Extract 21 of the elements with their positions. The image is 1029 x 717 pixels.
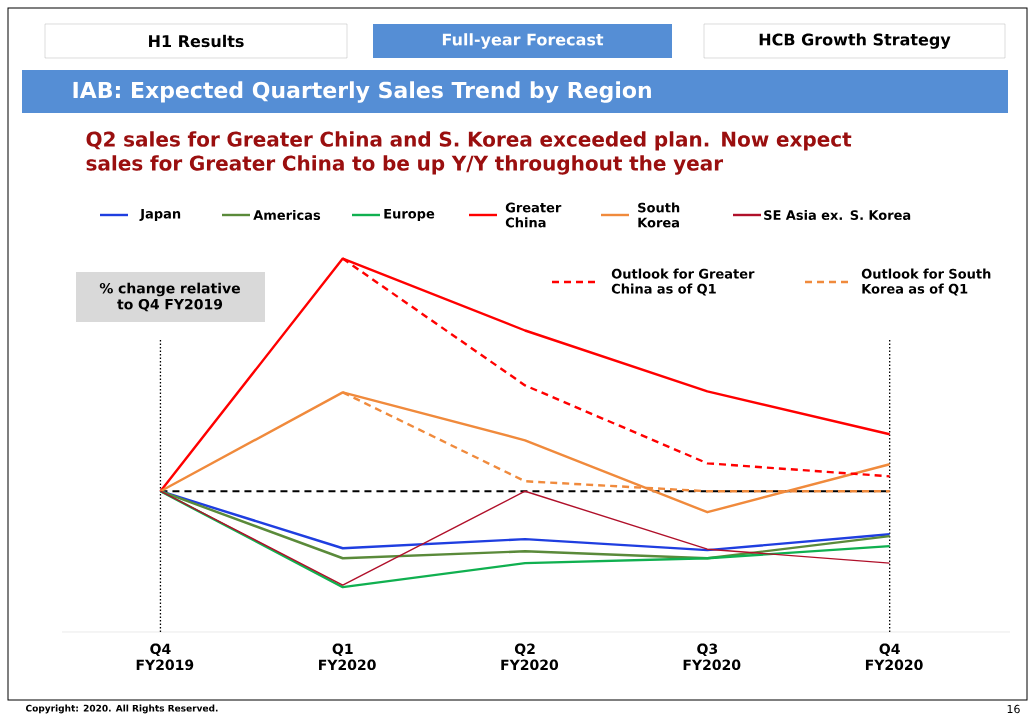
text: Copyright: 2020. All Rights Reserved.: [25, 704, 218, 714]
x-tick-label: Q3 FY2020: [683, 643, 741, 671]
legend-label: SE Asia ex. S. Korea: [764, 210, 911, 221]
x-tick-label: Q1 FY2020: [319, 643, 376, 671]
text: HCB Growth Strategy: [759, 33, 951, 49]
chart-subtitle: Q2 sales for Greater China and S. Korea exceeded plan. Now expect sales for Greater China to be up Y/Y throughout the year: [86, 131, 852, 175]
text: Full-year Forecast: [442, 33, 604, 49]
legend-label: South Korea: [638, 202, 680, 228]
legend-label: Greater China: [505, 202, 562, 228]
legend-label: Europe: [384, 209, 435, 222]
text: H1 Results: [149, 34, 244, 48]
annotation: % change relative to Q4 FY2019: [99, 282, 240, 312]
chart-title: IAB: Expected Quarterly Sales Trend by Region: [73, 81, 651, 103]
text: 16: [1007, 704, 1020, 714]
legend-label: Japan: [139, 209, 181, 222]
x-tick-label: Q4 FY2020: [865, 643, 923, 671]
x-tick-label: Q4 FY2019: [136, 643, 194, 671]
legend-label: Outlook for South Korea as of Q1: [861, 268, 991, 296]
legend-label: Americas: [253, 210, 321, 221]
x-tick-label: Q2 FY2020: [501, 643, 559, 671]
legend-label: Outlook for Greater China as of Q1: [611, 268, 755, 296]
